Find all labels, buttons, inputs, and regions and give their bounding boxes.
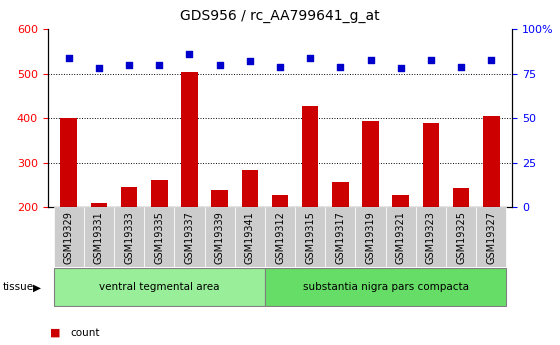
Text: GDS956 / rc_AA799641_g_at: GDS956 / rc_AA799641_g_at bbox=[180, 9, 380, 23]
Text: GSM19312: GSM19312 bbox=[275, 211, 285, 264]
Bar bbox=[332, 182, 349, 207]
Bar bbox=[60, 118, 77, 207]
Point bbox=[185, 51, 194, 57]
Bar bbox=[181, 71, 198, 207]
Text: GSM19319: GSM19319 bbox=[366, 211, 376, 264]
Text: ▶: ▶ bbox=[32, 283, 40, 292]
Point bbox=[155, 62, 164, 68]
Point bbox=[426, 57, 435, 62]
Text: GSM19333: GSM19333 bbox=[124, 211, 134, 264]
FancyBboxPatch shape bbox=[265, 268, 506, 306]
Bar bbox=[241, 170, 258, 207]
Point bbox=[306, 55, 315, 60]
FancyBboxPatch shape bbox=[54, 207, 84, 267]
Text: GSM19339: GSM19339 bbox=[214, 211, 225, 264]
Bar bbox=[211, 190, 228, 207]
Point bbox=[125, 62, 134, 68]
Bar bbox=[121, 187, 137, 207]
Text: GSM19327: GSM19327 bbox=[486, 211, 496, 264]
FancyBboxPatch shape bbox=[54, 268, 265, 306]
Bar bbox=[91, 203, 107, 207]
FancyBboxPatch shape bbox=[174, 207, 204, 267]
FancyBboxPatch shape bbox=[235, 207, 265, 267]
FancyBboxPatch shape bbox=[144, 207, 174, 267]
Text: count: count bbox=[70, 328, 100, 338]
FancyBboxPatch shape bbox=[476, 207, 506, 267]
Point bbox=[95, 66, 104, 71]
Text: GSM19335: GSM19335 bbox=[154, 211, 164, 264]
Bar bbox=[423, 124, 439, 207]
FancyBboxPatch shape bbox=[204, 207, 235, 267]
Text: GSM19315: GSM19315 bbox=[305, 211, 315, 264]
Bar bbox=[483, 116, 500, 207]
Text: GSM19341: GSM19341 bbox=[245, 211, 255, 264]
Text: GSM19331: GSM19331 bbox=[94, 211, 104, 264]
FancyBboxPatch shape bbox=[114, 207, 144, 267]
Text: GSM19325: GSM19325 bbox=[456, 211, 466, 264]
Bar bbox=[453, 188, 469, 207]
Point bbox=[276, 64, 284, 69]
FancyBboxPatch shape bbox=[446, 207, 476, 267]
Bar bbox=[393, 195, 409, 207]
FancyBboxPatch shape bbox=[295, 207, 325, 267]
Text: tissue: tissue bbox=[3, 283, 34, 292]
Bar bbox=[272, 195, 288, 207]
Point bbox=[64, 55, 73, 60]
Bar bbox=[362, 121, 379, 207]
Text: GSM19329: GSM19329 bbox=[64, 211, 74, 264]
Point bbox=[487, 57, 496, 62]
FancyBboxPatch shape bbox=[416, 207, 446, 267]
Text: GSM19337: GSM19337 bbox=[184, 211, 194, 264]
Text: GSM19323: GSM19323 bbox=[426, 211, 436, 264]
Point bbox=[336, 64, 345, 69]
Point bbox=[366, 57, 375, 62]
Text: ■: ■ bbox=[50, 328, 61, 338]
Point bbox=[396, 66, 405, 71]
FancyBboxPatch shape bbox=[265, 207, 295, 267]
Point bbox=[245, 59, 254, 64]
Text: GSM19321: GSM19321 bbox=[396, 211, 406, 264]
FancyBboxPatch shape bbox=[84, 207, 114, 267]
FancyBboxPatch shape bbox=[325, 207, 356, 267]
FancyBboxPatch shape bbox=[356, 207, 386, 267]
Text: ventral tegmental area: ventral tegmental area bbox=[99, 282, 220, 292]
Bar bbox=[302, 106, 319, 207]
Point bbox=[456, 64, 465, 69]
Text: GSM19317: GSM19317 bbox=[335, 211, 346, 264]
Bar bbox=[151, 180, 167, 207]
Point bbox=[215, 62, 224, 68]
FancyBboxPatch shape bbox=[386, 207, 416, 267]
Text: substantia nigra pars compacta: substantia nigra pars compacta bbox=[302, 282, 469, 292]
